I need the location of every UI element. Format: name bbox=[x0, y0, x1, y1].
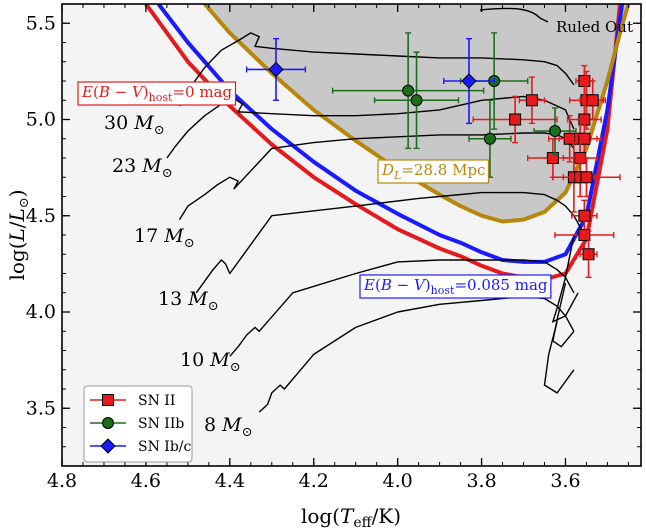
legend-label: SN II bbox=[138, 393, 175, 409]
ebv085-label-text: E(B − V)host=0.085 mag bbox=[363, 276, 548, 297]
legend-label: SN IIb bbox=[138, 416, 184, 432]
marker-circle bbox=[483, 132, 496, 145]
x-axis-label: log(Teff/K) bbox=[301, 504, 401, 529]
marker-square bbox=[509, 113, 522, 126]
y-axis-label: log(L/L⊙) bbox=[5, 189, 32, 280]
marker-circle bbox=[402, 84, 415, 97]
marker-square bbox=[578, 132, 591, 145]
legend-marker-square bbox=[102, 394, 114, 406]
mass-label-23: 23 M⊙ bbox=[112, 155, 173, 181]
dl-label-box bbox=[377, 159, 490, 184]
marker-square bbox=[525, 94, 538, 107]
track-loop-0 bbox=[551, 234, 579, 323]
track-8msun bbox=[258, 295, 575, 413]
marker-square bbox=[580, 171, 593, 184]
point-sniib-4 bbox=[533, 107, 577, 155]
ebv085-label: E(B − V)host=0.085 mag bbox=[359, 274, 552, 299]
track-13msun bbox=[195, 191, 583, 294]
legend-entry-1: SN IIb bbox=[90, 416, 184, 432]
point-snii-4 bbox=[472, 95, 558, 144]
boundary-curve-0 bbox=[144, 4, 622, 282]
x-tick-label: 3.8 bbox=[466, 470, 496, 492]
y-tick-label: 3.5 bbox=[26, 397, 56, 419]
x-tick-label: 4.0 bbox=[383, 470, 413, 492]
boundary-curve-2 bbox=[203, 4, 631, 224]
legend: SN II SN IIb SN Ib/c bbox=[83, 385, 193, 463]
x-tick-label: 4.8 bbox=[47, 470, 77, 492]
legend-entry-0: SN II bbox=[90, 393, 175, 409]
marker-circle bbox=[548, 125, 561, 138]
marker-square bbox=[546, 152, 559, 164]
mass-label-10: 10 M⊙ bbox=[180, 349, 241, 375]
track-loop-2 bbox=[543, 321, 575, 394]
point-sniib-1 bbox=[373, 51, 460, 150]
x-tick-label: 3.6 bbox=[550, 470, 580, 492]
dl-label: DL=28.8 Mpc bbox=[377, 159, 490, 184]
dl-label-text: DL=28.8 Mpc bbox=[381, 161, 485, 182]
marker-diamond bbox=[461, 73, 477, 89]
ebv0-label: E(B − V)host=0 mag bbox=[77, 81, 237, 106]
x-tick-label: 4.6 bbox=[131, 470, 161, 492]
ebv0-label-text: E(B − V)host=0 mag bbox=[81, 83, 232, 104]
x-tick-label: 4.2 bbox=[299, 470, 329, 492]
marker-square bbox=[582, 248, 595, 261]
mass-label-17: 17 M⊙ bbox=[134, 225, 195, 251]
mass-label-13: 13 M⊙ bbox=[158, 288, 219, 314]
point-snibc-0 bbox=[245, 37, 307, 101]
track-17msun bbox=[178, 132, 575, 220]
point-snii-13 bbox=[552, 157, 621, 198]
mass-label-8: 8 M⊙ bbox=[204, 414, 253, 440]
track-loop-1 bbox=[552, 282, 575, 348]
legend-label: SN Ib/c bbox=[138, 439, 192, 455]
marker-square bbox=[578, 229, 591, 241]
y-tick-label: 5.5 bbox=[26, 12, 56, 34]
y-tick-label: 4.5 bbox=[26, 205, 56, 227]
point-snii-3 bbox=[518, 76, 546, 125]
x-tick-label: 4.4 bbox=[215, 470, 245, 492]
ebv0-label-box bbox=[77, 81, 237, 106]
marker-diamond bbox=[268, 61, 284, 78]
ebv085-label-box bbox=[359, 274, 552, 299]
point-sniib-0 bbox=[331, 32, 485, 150]
ruled-out-label: Ruled Out bbox=[556, 18, 633, 36]
point-snibc-1 bbox=[443, 37, 495, 125]
point-snii-16 bbox=[579, 230, 598, 279]
marker-circle bbox=[410, 94, 423, 107]
point-sniib-3 bbox=[468, 99, 512, 178]
track-10msun bbox=[229, 259, 575, 357]
mass-label-30: 30 M⊙ bbox=[104, 112, 165, 138]
y-tick-label: 5.0 bbox=[26, 109, 56, 131]
legend-marker-circle bbox=[102, 417, 114, 429]
legend-entry-2: SN Ib/c bbox=[90, 438, 192, 455]
track-30msun bbox=[178, 32, 575, 107]
legend-marker-diamond bbox=[100, 438, 116, 454]
ruled-out-pointer bbox=[479, 7, 549, 23]
marker-square bbox=[586, 94, 599, 107]
y-tick-label: 4.0 bbox=[26, 301, 56, 323]
